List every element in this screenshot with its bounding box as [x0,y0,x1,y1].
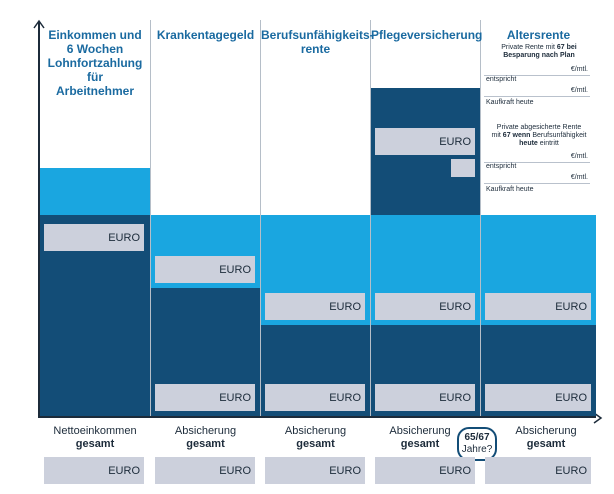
bu-rente-euro-field-lower[interactable]: EURO [265,384,365,411]
bottom-label-rente-line2: gesamt [526,438,566,450]
krankentagegeld-euro-field-lower[interactable]: EURO [155,384,255,411]
rente-plan-form: €/mtl. entspricht €/mtl. Kaufkraft heute [484,64,590,108]
heading-berufsunfaehigkeitsrente: Berufsunfähigkeits- rente [261,28,374,56]
bottom-label-pflege: Absicherung gesamt [380,425,460,451]
rente-plan-kaufkraft: Kaufkraft heute [486,99,534,106]
rente-note-plan-pre: Private Rente mit [501,44,557,51]
bottom-label-pflege-line2: gesamt [400,438,440,450]
x-axis-arrow-icon [592,411,604,424]
rente-note-plan-line2: Besparung nach Plan [503,52,575,59]
rente-bu-form: €/mtl. entspricht €/mtl. Kaufkraft heute [484,151,590,195]
y-axis-arrow-icon [33,16,45,29]
bottom-label-rente-line1: Absicherung [515,425,577,437]
pflege-euro-field-mid[interactable]: EURO [375,293,475,320]
bu-rente-euro-field-upper[interactable]: EURO [265,293,365,320]
age-badge-line1: 65/67 [464,432,490,443]
bottom-label-netto-line2: gesamt [75,438,115,450]
rente-bu-monthly-2: €/mtl. [570,174,588,181]
total-euro-field-pflege[interactable]: EURO [375,457,475,484]
column-divider [370,20,371,416]
age-badge: 65/67 Jahre? [457,427,497,461]
pflege-small-field[interactable] [451,159,475,177]
heading-krankentagegeld: Krankentagegeld [156,28,255,42]
heading-altersrente: Altersrente [506,28,571,42]
rente-bu-monthly: €/mtl. [570,153,588,160]
rente-note-bu-bold: 67 wenn [502,132,531,139]
income-euro-field[interactable]: EURO [44,224,144,251]
rente-note-bu-heute: heute [519,140,538,147]
bottom-label-pflege-line1: Absicherung [389,425,451,437]
bottom-label-bu-line2: gesamt [296,438,335,450]
rente-note-bu-pre: mit [491,132,503,139]
x-axis [38,416,596,418]
pflege-euro-field-lower[interactable]: EURO [375,384,475,411]
rente-euro-field-upper[interactable]: EURO [485,293,591,320]
total-euro-field-rente[interactable]: EURO [485,457,591,484]
bottom-label-kranken-line1: Absicherung [174,425,237,437]
rente-plan-entspricht: entspricht [486,76,517,83]
pflege-euro-field-top[interactable]: EURO [375,128,475,155]
bottom-label-rente: Absicherung gesamt [498,425,594,451]
rente-plan-monthly: €/mtl. [570,66,588,73]
bottom-label-netto-line1: Nettoeinkommen [53,425,137,437]
rente-plan-monthly-2: €/mtl. [570,87,588,94]
rente-note-bu-line1: Private abgesicherte Rente [496,124,582,131]
bottom-label-kranken: Absicherung gesamt [151,425,260,451]
bottom-label-bu-line1: Absicherung [284,425,347,437]
column-divider [150,20,151,416]
rente-note-plan-bold: 67 bei [556,44,577,51]
bottom-label-netto: Nettoeinkommen gesamt [40,425,150,451]
age-badge-line2: Jahre? [461,444,493,455]
rente-note-bu: Private abgesicherte Rente mit 67 wenn B… [484,124,594,148]
heading-einkommen: Einkommen und 6 Wochen Lohnfortzahlung f… [47,28,143,98]
rente-bu-entspricht: entspricht [486,163,517,170]
rente-note-bu-post: Berufsunfähigkeit [530,132,587,139]
heading-pflegeversicherung: Pflegeversicherung [371,28,483,42]
column-divider [480,20,481,416]
total-euro-field-kranken[interactable]: EURO [155,457,255,484]
krankentagegeld-euro-field-upper[interactable]: EURO [155,256,255,283]
total-euro-field-bu[interactable]: EURO [265,457,365,484]
rente-note-bu-eintritt: eintritt [537,140,559,147]
bottom-label-kranken-line2: gesamt [186,438,225,450]
income-light-bar [40,168,150,215]
rente-bu-kaufkraft: Kaufkraft heute [486,186,534,193]
column-divider [260,20,261,416]
bottom-label-bu: Absicherung gesamt [261,425,370,451]
total-euro-field-netto[interactable]: EURO [44,457,144,484]
rente-note-plan: Private Rente mit 67 bei Besparung nach … [484,44,594,60]
rente-euro-field-lower[interactable]: EURO [485,384,591,411]
y-axis [38,22,40,417]
